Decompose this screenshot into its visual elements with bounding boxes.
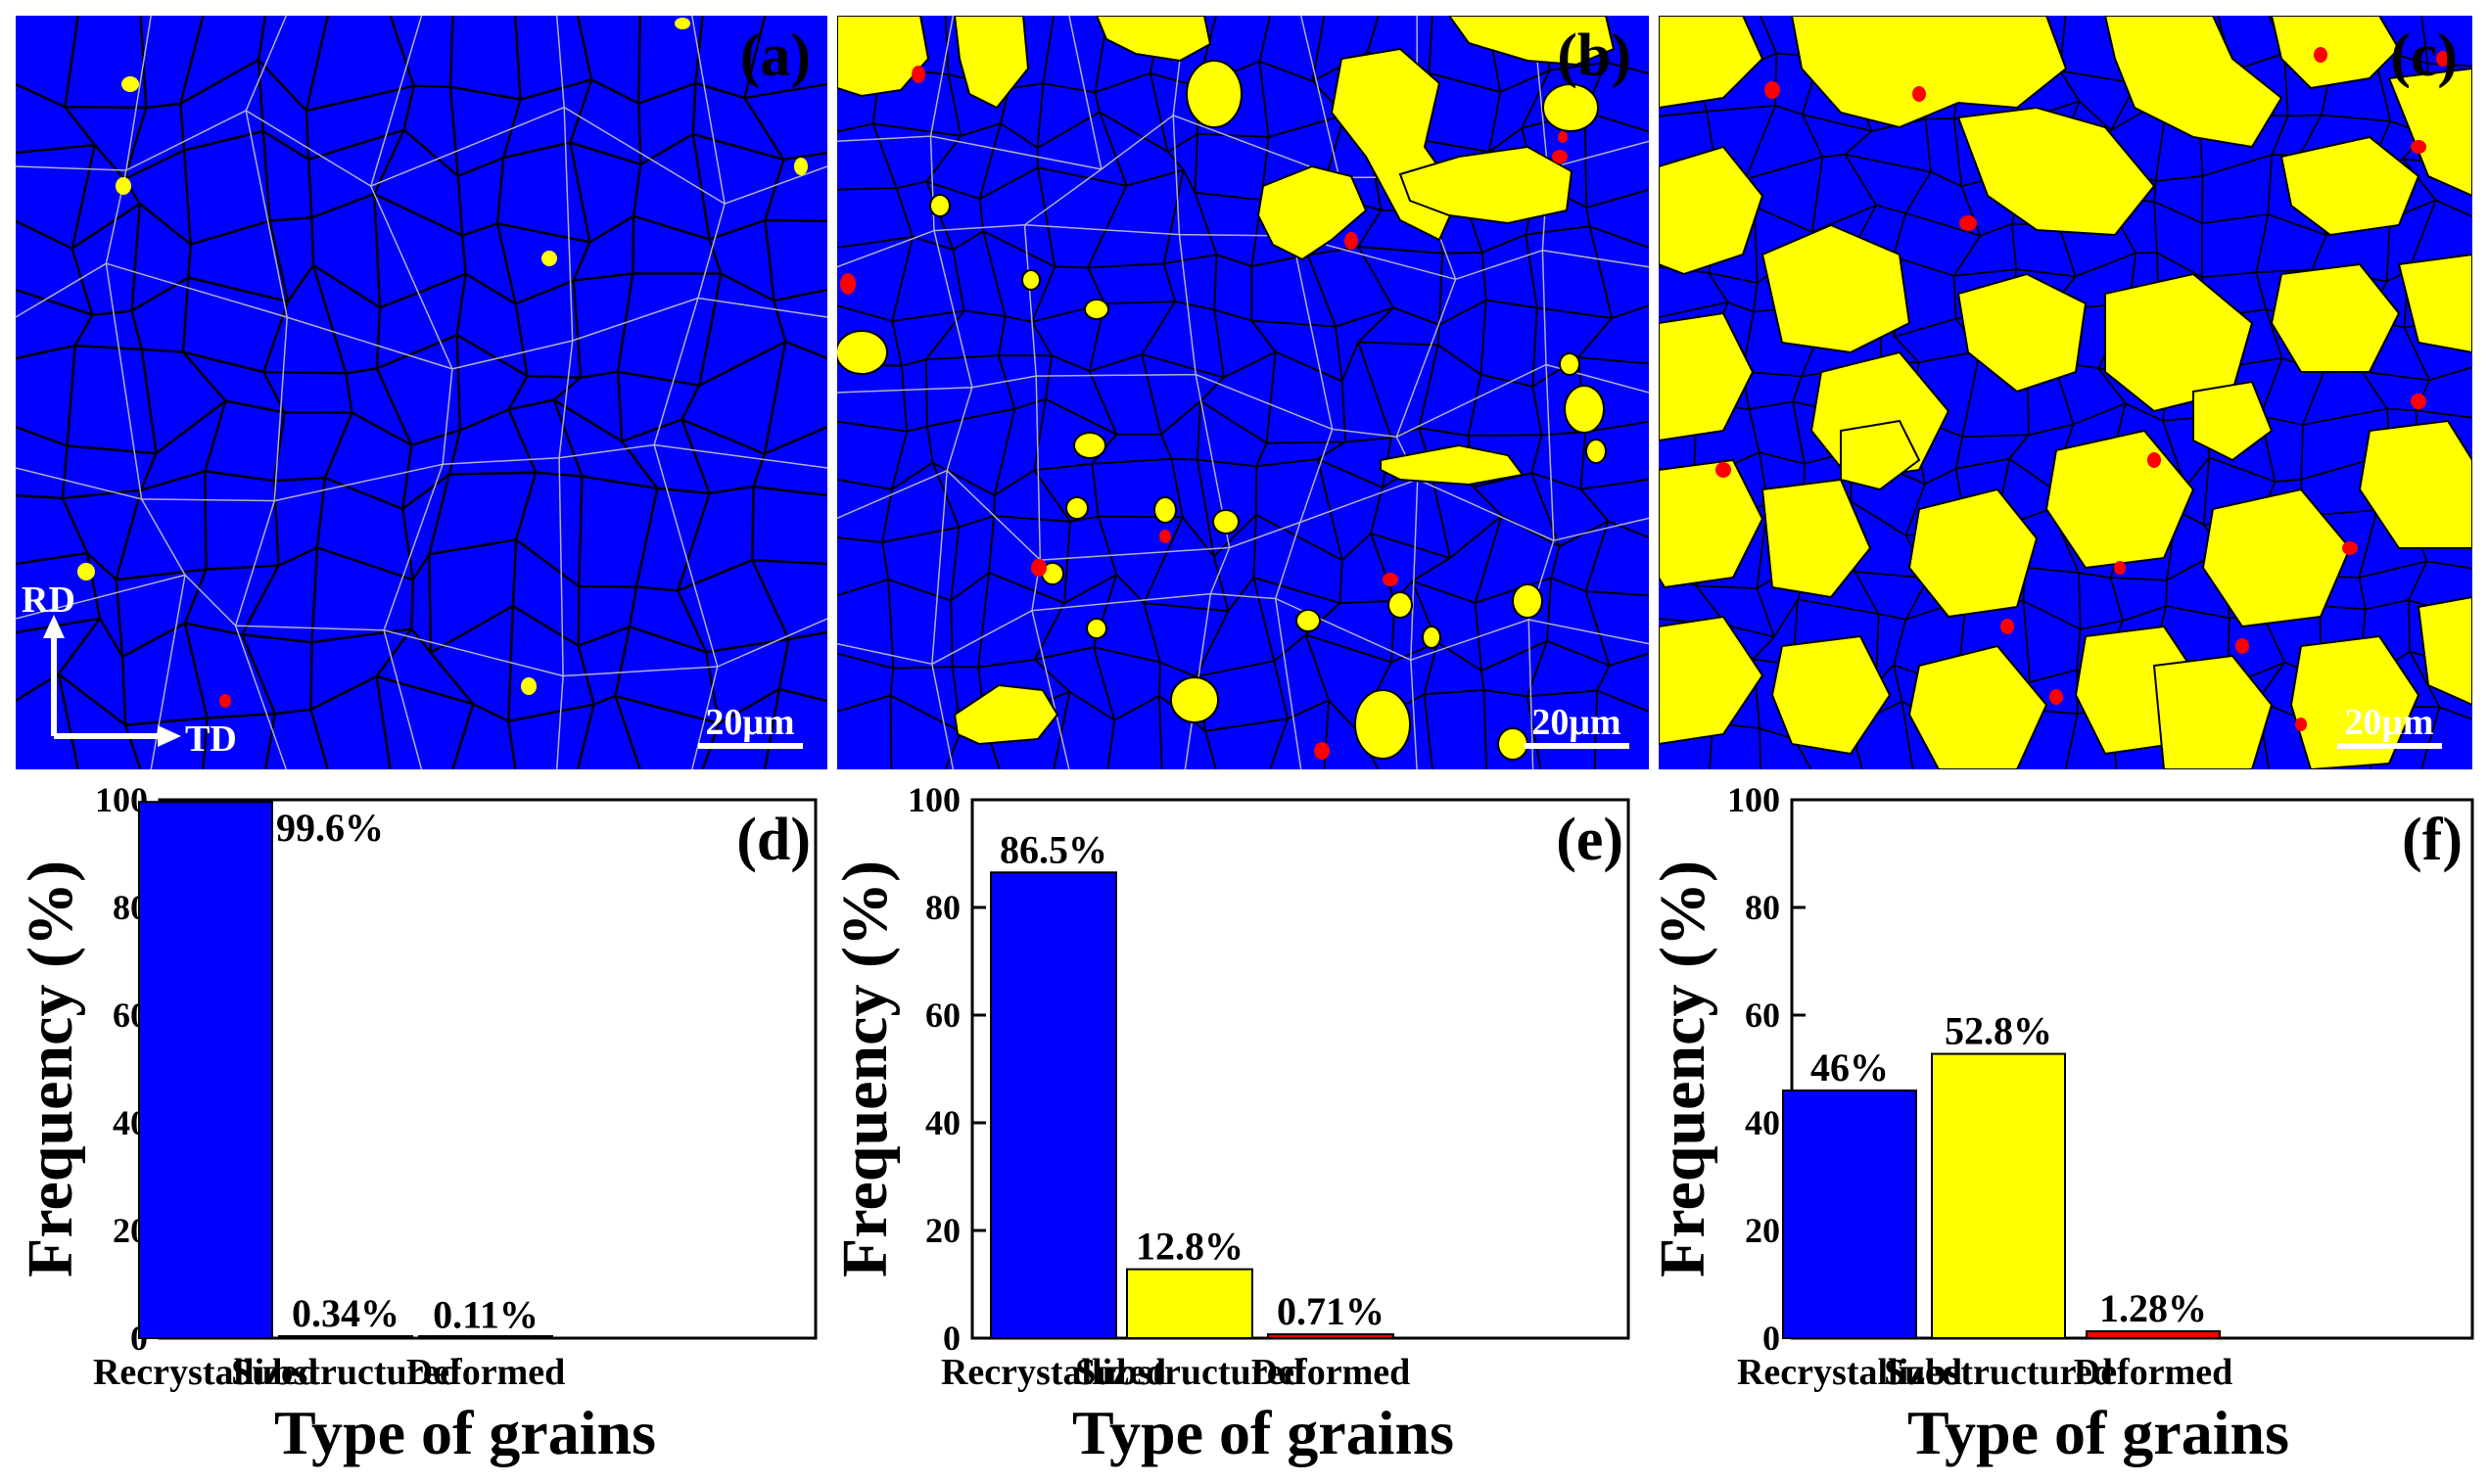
map-a: (a) RD TD 20μm (16, 16, 827, 769)
chart-e-ylabel: Frequency (%) (829, 860, 901, 1277)
map-c-scale-text: 20μm (2344, 702, 2433, 743)
map-a-low-angle-boundaries (16, 16, 827, 769)
chart-e-ytick-label: 20 (925, 1211, 961, 1250)
chart-f-ytick-label: 0 (1762, 1319, 1780, 1358)
map-c-label: (c) (2390, 23, 2458, 89)
chart-d-bar-substructured (278, 1335, 413, 1339)
chart-e-ytick-label: 100 (908, 780, 961, 819)
map-b: (b) 20μm (837, 16, 1649, 769)
chart-d-category-label: Recrystallized (93, 1352, 318, 1393)
chart-f-ylabel: Frequency (%) (1647, 860, 1718, 1277)
chart-e-label: (e) (1556, 807, 1623, 873)
chart-f: 0 20 40 60 80 100 46% Recrystallized 52.8% Substr… (1647, 780, 2474, 1467)
chart-f-value-label: 46% (1810, 1045, 1889, 1090)
chart-f-ytick-label: 80 (1745, 888, 1780, 927)
map-a-scale-text: 20μm (705, 702, 794, 743)
map-a-scale-bar: 20μm (698, 702, 803, 749)
map-c-deformed-grains (1715, 47, 2450, 731)
chart-f-bar-deformed (2086, 1329, 2221, 1339)
chart-f-category-label: Recrystallized (1737, 1352, 1962, 1393)
chart-e-ytick-label: 80 (925, 888, 961, 927)
chart-f-xlabel: Type of grains (1907, 1398, 2289, 1467)
map-c-substructured-grains (1659, 16, 2472, 769)
chart-f-ytick-label: 40 (1745, 1103, 1780, 1142)
chart-e-ytick-label: 0 (943, 1319, 961, 1358)
chart-e-category-label: Recrystallized (941, 1352, 1166, 1393)
chart-f-marks: 0 20 40 60 80 100 46% Recrystallized 52.8% Substr… (1727, 780, 2232, 1393)
chart-f-bar-substructured (1931, 1052, 2066, 1339)
chart-e-bar-deformed (1267, 1333, 1394, 1339)
chart-e-ytick-label: 40 (925, 1103, 961, 1142)
chart-d: 02040608010099.6%Recrystallized0.34%Subs… (15, 780, 818, 1467)
axis-td-label: TD (185, 719, 237, 760)
chart-e-marks: 0 20 40 60 80 100 86.5% Recrystallized 12.8% Subs… (908, 780, 1410, 1393)
map-b-substructured-grains (837, 16, 1616, 761)
map-a-background (16, 16, 827, 769)
map-a-orientation-axes: RD TD (22, 580, 237, 760)
chart-d-value-label: 0.34% (292, 1291, 399, 1335)
map-b-scale-text: 20μm (1531, 702, 1620, 743)
chart-e-value-label: 12.8% (1136, 1225, 1244, 1269)
map-a-substructured-grains (77, 18, 808, 695)
map-b-deformed-grains (840, 66, 1568, 760)
grain-boundary-network (16, 16, 827, 769)
chart-f-label: (f) (2402, 807, 2463, 873)
chart-e-bar-substructured (1126, 1268, 1253, 1339)
chart-f-ytick-label: 20 (1745, 1211, 1780, 1250)
map-a-grain-boundaries (16, 16, 827, 769)
map-b-scale-bar: 20μm (1525, 702, 1629, 749)
chart-e: 0 20 40 60 80 100 86.5% Recrystallized 12.8% Subs… (829, 780, 1630, 1467)
chart-d-xlabel: Type of grains (274, 1398, 656, 1467)
chart-d-value-label: 0.11% (433, 1292, 539, 1336)
map-a-label: (a) (740, 23, 811, 89)
chart-f-bar-recrystallized (1782, 1090, 1917, 1339)
map-c: (c) 20μm (1659, 16, 2472, 769)
chart-e-xlabel: Type of grains (1072, 1398, 1454, 1467)
chart-d-category-label: Deformed (406, 1352, 565, 1393)
chart-f-value-label: 52.8% (1945, 1009, 2052, 1053)
chart-f-category-label: Deformed (2074, 1352, 2232, 1393)
map-a-deformed-grains (219, 694, 231, 708)
chart-e-category-label: Deformed (1251, 1352, 1410, 1393)
grain-boundary-network (16, 16, 827, 769)
chart-d-bar-recrystallized (138, 801, 273, 1339)
axis-rd-label: RD (22, 580, 75, 621)
chart-f-value-label: 1.28% (2099, 1286, 2207, 1330)
chart-d-bar-deformed (418, 1335, 553, 1339)
chart-e-value-label: 0.71% (1277, 1289, 1385, 1333)
chart-e-ytick-label: 60 (925, 996, 961, 1035)
chart-d-marks: 02040608010099.6%Recrystallized0.34%Subs… (93, 780, 565, 1393)
chart-f-ytick-label: 60 (1745, 996, 1780, 1035)
chart-d-value-label: 99.6% (276, 806, 384, 850)
chart-e-category-label: Substructured (1075, 1352, 1304, 1393)
chart-f-ytick-label: 100 (1727, 780, 1780, 819)
map-c-scale-bar: 20μm (2337, 702, 2442, 749)
chart-e-bar-recrystallized (990, 871, 1117, 1339)
chart-d-label: (d) (736, 807, 811, 873)
chart-d-category-label: Substructured (231, 1352, 460, 1393)
chart-f-category-label: Substructured (1884, 1352, 2113, 1393)
map-b-label: (b) (1557, 23, 1631, 89)
chart-e-value-label: 86.5% (1000, 827, 1107, 871)
chart-d-ylabel: Frequency (%) (15, 860, 86, 1277)
